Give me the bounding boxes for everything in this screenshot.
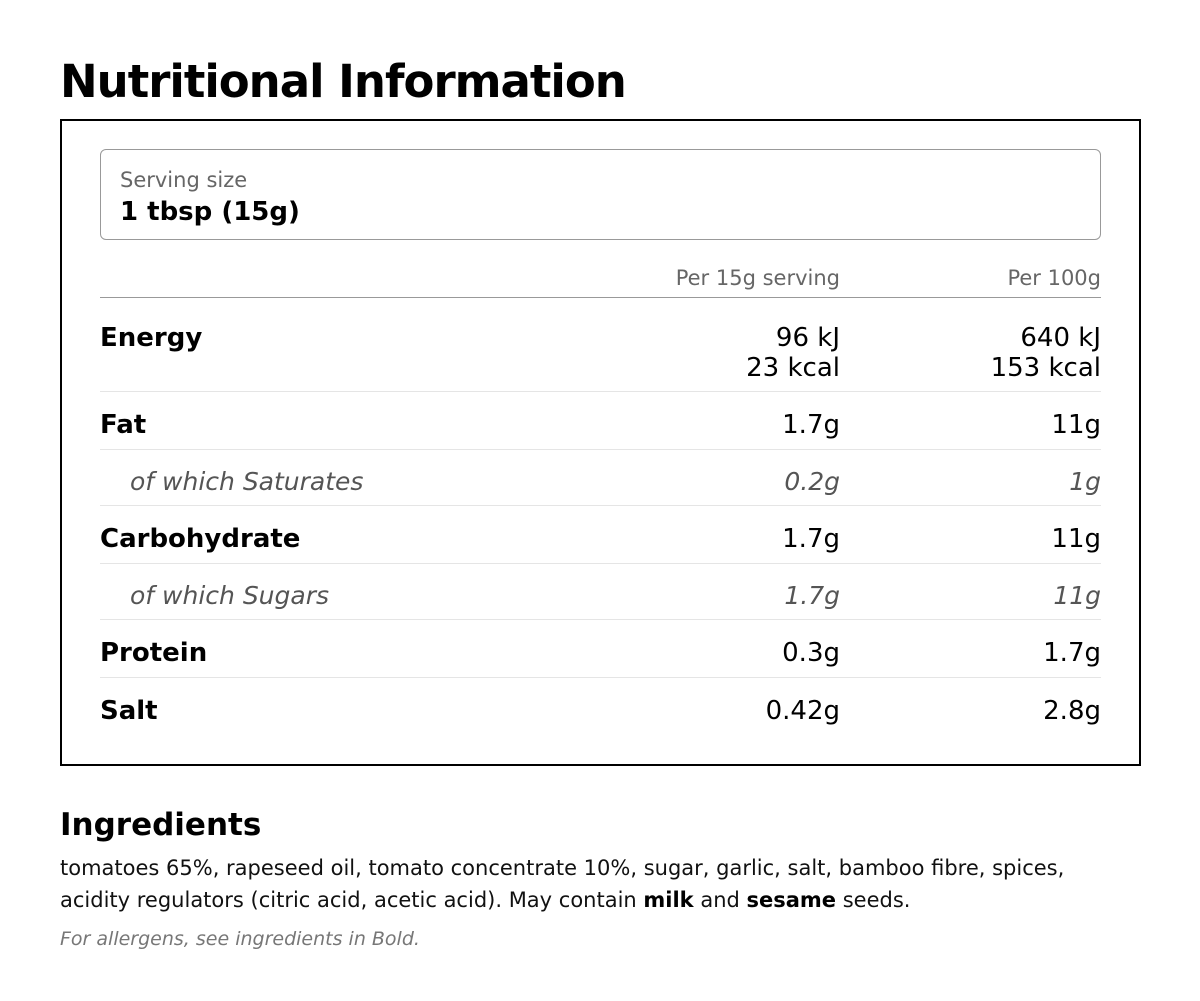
nutrient-label: Fat	[100, 410, 147, 440]
nutrient-label: Carbohydrate	[100, 524, 301, 554]
nutrient-rows: Energy 96 kJ 23 kcal 640 kJ 153 kcal Fat…	[100, 298, 1101, 738]
nutrient-row-fat: Fat 1.7g 11g	[100, 392, 1101, 450]
nutrient-row-protein: Protein 0.3g 1.7g	[100, 620, 1101, 678]
column-header-per-100g: Per 100g	[1007, 266, 1101, 290]
nutrient-value-per-serving: 0.3g	[782, 638, 840, 668]
header-divider	[100, 297, 1101, 298]
nutrient-value-per-serving: 0.2g	[784, 467, 840, 496]
serving-size-label: Serving size	[120, 168, 248, 192]
ingredients-title: Ingredients	[60, 807, 262, 843]
nutrient-label: Energy	[100, 323, 203, 353]
page-title: Nutritional Information	[60, 55, 627, 108]
nutrient-value-per-100g: 11g	[1051, 410, 1101, 440]
allergen-milk: milk	[643, 888, 694, 912]
nutrient-value-per-100g: 153 kcal	[990, 353, 1101, 383]
nutrient-value-per-100g: 1g	[1069, 467, 1101, 496]
nutrient-value-per-serving: 1.7g	[782, 410, 840, 440]
ingredients-text-part: seeds.	[836, 888, 911, 912]
nutrient-value-per-serving: 96 kJ	[775, 323, 840, 353]
nutrient-value-per-100g: 1.7g	[1043, 638, 1101, 668]
nutrient-value-per-serving: 1.7g	[782, 524, 840, 554]
allergen-note: For allergens, see ingredients in Bold.	[60, 928, 420, 950]
nutrient-value-per-100g: 11g	[1051, 524, 1101, 554]
column-header-per-serving: Per 15g serving	[675, 266, 840, 290]
allergen-sesame: sesame	[746, 888, 837, 912]
ingredients-text-part: tomatoes 65%, rapeseed oil, tomato conce…	[60, 856, 1065, 912]
nutrient-label: of which Sugars	[130, 581, 330, 610]
nutrient-row-energy: Energy 96 kJ 23 kcal 640 kJ 153 kcal	[100, 298, 1101, 392]
ingredients-text: tomatoes 65%, rapeseed oil, tomato conce…	[60, 852, 1140, 916]
nutrient-value-per-serving: 1.7g	[784, 581, 840, 610]
nutrient-label: of which Saturates	[130, 467, 364, 496]
nutrient-value-per-serving: 0.42g	[765, 696, 840, 726]
ingredients-text-part: and	[693, 888, 747, 912]
nutrient-label: Salt	[100, 696, 158, 726]
nutrient-value-per-100g: 11g	[1053, 581, 1101, 610]
nutrient-label: Protein	[100, 638, 208, 668]
nutrition-panel: Serving size 1 tbsp (15g) Per 15g servin…	[60, 119, 1141, 766]
nutrient-value-per-serving: 23 kcal	[746, 353, 840, 383]
nutrient-row-saturates: of which Saturates 0.2g 1g	[100, 450, 1101, 506]
nutrient-row-salt: Salt 0.42g 2.8g	[100, 678, 1101, 738]
nutrient-value-per-100g: 640 kJ	[1020, 323, 1101, 353]
serving-size-box: Serving size 1 tbsp (15g)	[100, 149, 1101, 240]
nutrient-row-sugars: of which Sugars 1.7g 11g	[100, 564, 1101, 620]
nutrient-value-per-100g: 2.8g	[1043, 696, 1101, 726]
serving-size-value: 1 tbsp (15g)	[120, 197, 300, 227]
nutrient-row-carbohydrate: Carbohydrate 1.7g 11g	[100, 506, 1101, 564]
